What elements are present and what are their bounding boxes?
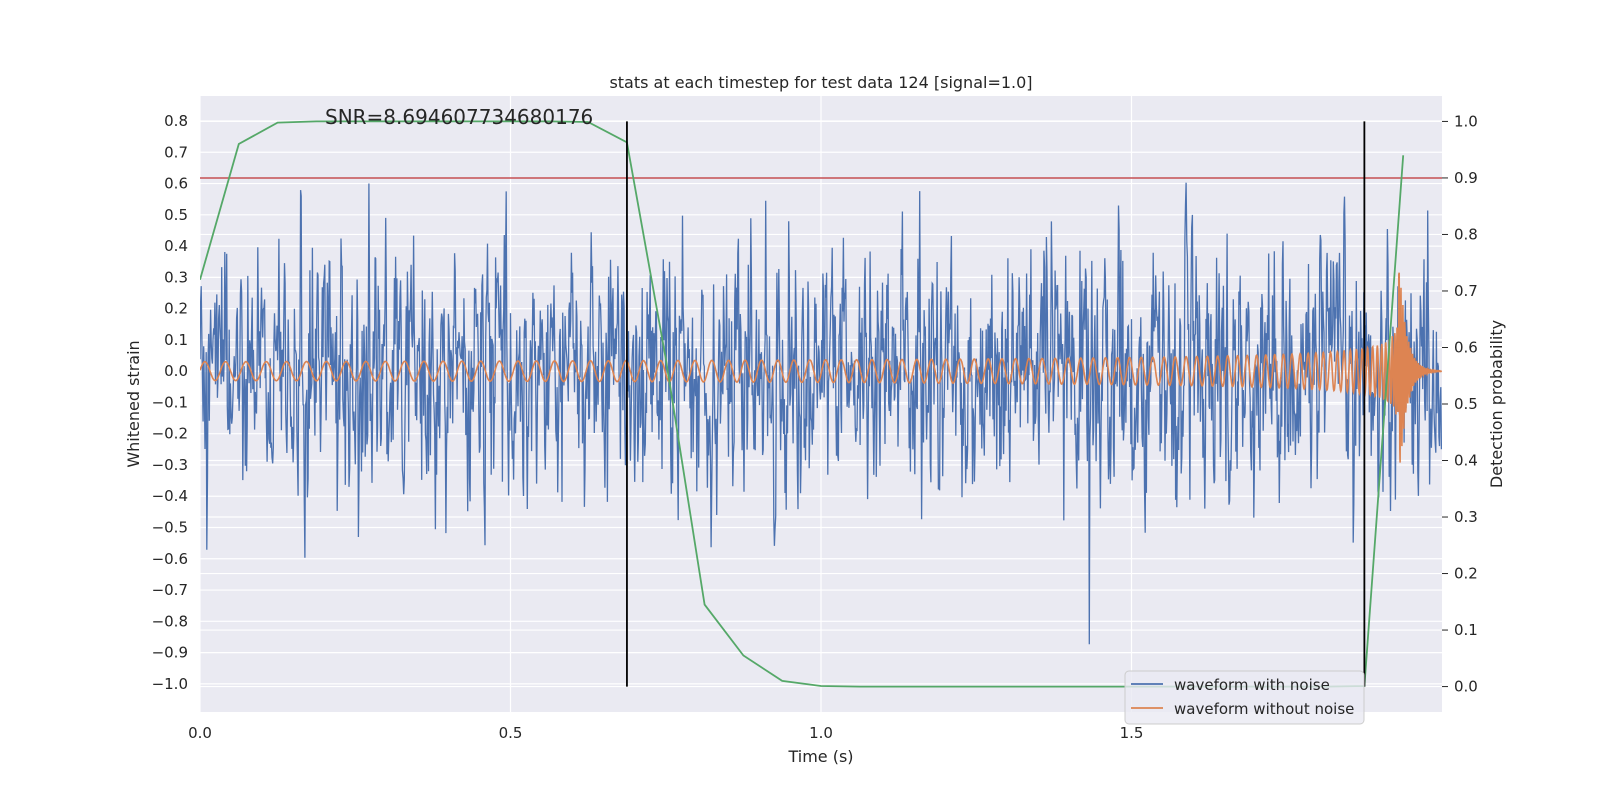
x-tick-label: 1.0 <box>809 724 833 742</box>
y-tick-label: −1.0 <box>152 675 188 693</box>
right-tick-label: 0.7 <box>1454 282 1478 300</box>
right-tick-label: 0.3 <box>1454 508 1478 526</box>
y-tick-label: −0.2 <box>152 425 188 443</box>
legend-label-noise: waveform with noise <box>1174 676 1330 694</box>
x-tick-label: 0.0 <box>188 724 212 742</box>
right-tick-label: 1.0 <box>1454 112 1478 130</box>
right-tick-label: 0.9 <box>1454 169 1478 187</box>
noisy-waveform-line <box>200 182 1442 645</box>
right-tick-label: 0.0 <box>1454 678 1478 696</box>
y-tick-label: −0.6 <box>152 550 188 568</box>
y-tick-label: 0.5 <box>164 206 188 224</box>
y-tick-label: 0.3 <box>164 268 188 286</box>
legend: waveform with noise waveform without noi… <box>1124 670 1365 725</box>
y-tick-label: 0.6 <box>164 175 188 193</box>
y-axis-label-right: Detection probability <box>1487 320 1506 488</box>
right-tick-label: 0.8 <box>1454 225 1478 243</box>
y-tick-label: −0.5 <box>152 519 188 537</box>
y-tick-label: 0.0 <box>164 362 188 380</box>
x-tick-label: 1.5 <box>1120 724 1144 742</box>
y-tick-label: 0.2 <box>164 300 188 318</box>
right-tick-label: 0.4 <box>1454 452 1478 470</box>
y-tick-label: −0.4 <box>152 487 188 505</box>
right-tick-label: 0.5 <box>1454 395 1478 413</box>
y-tick-label: −0.9 <box>152 644 188 662</box>
legend-label-clean: waveform without noise <box>1174 700 1354 718</box>
axis-layer: 0.0 0.5 1.0 1.5 −1.0 −0.9 −0.8 −0.7 −0.6 −0.5 −0.4… <box>152 112 1478 742</box>
y-tick-label: 0.1 <box>164 331 188 349</box>
clean-waveform-line <box>200 272 1442 463</box>
y-tick-label: −0.7 <box>152 581 188 599</box>
y-tick-label: −0.8 <box>152 612 188 630</box>
snr-annotation: SNR=8.694607734680176 <box>325 105 593 129</box>
y-tick-label: 0.4 <box>164 237 188 255</box>
x-tick-label: 0.5 <box>499 724 523 742</box>
right-tick-label: 0.1 <box>1454 621 1478 639</box>
y-axis-label: Whitened strain <box>124 340 143 467</box>
legend-box <box>1124 670 1365 725</box>
y-tick-label: −0.1 <box>152 393 188 411</box>
chart-title: stats at each timestep for test data 124… <box>609 73 1032 92</box>
y-tick-label: 0.8 <box>164 112 188 130</box>
y-tick-label: 0.7 <box>164 143 188 161</box>
x-axis-label: Time (s) <box>787 747 853 766</box>
y-tick-label: −0.3 <box>152 456 188 474</box>
right-tick-label: 0.6 <box>1454 338 1478 356</box>
right-tick-label: 0.2 <box>1454 565 1478 583</box>
